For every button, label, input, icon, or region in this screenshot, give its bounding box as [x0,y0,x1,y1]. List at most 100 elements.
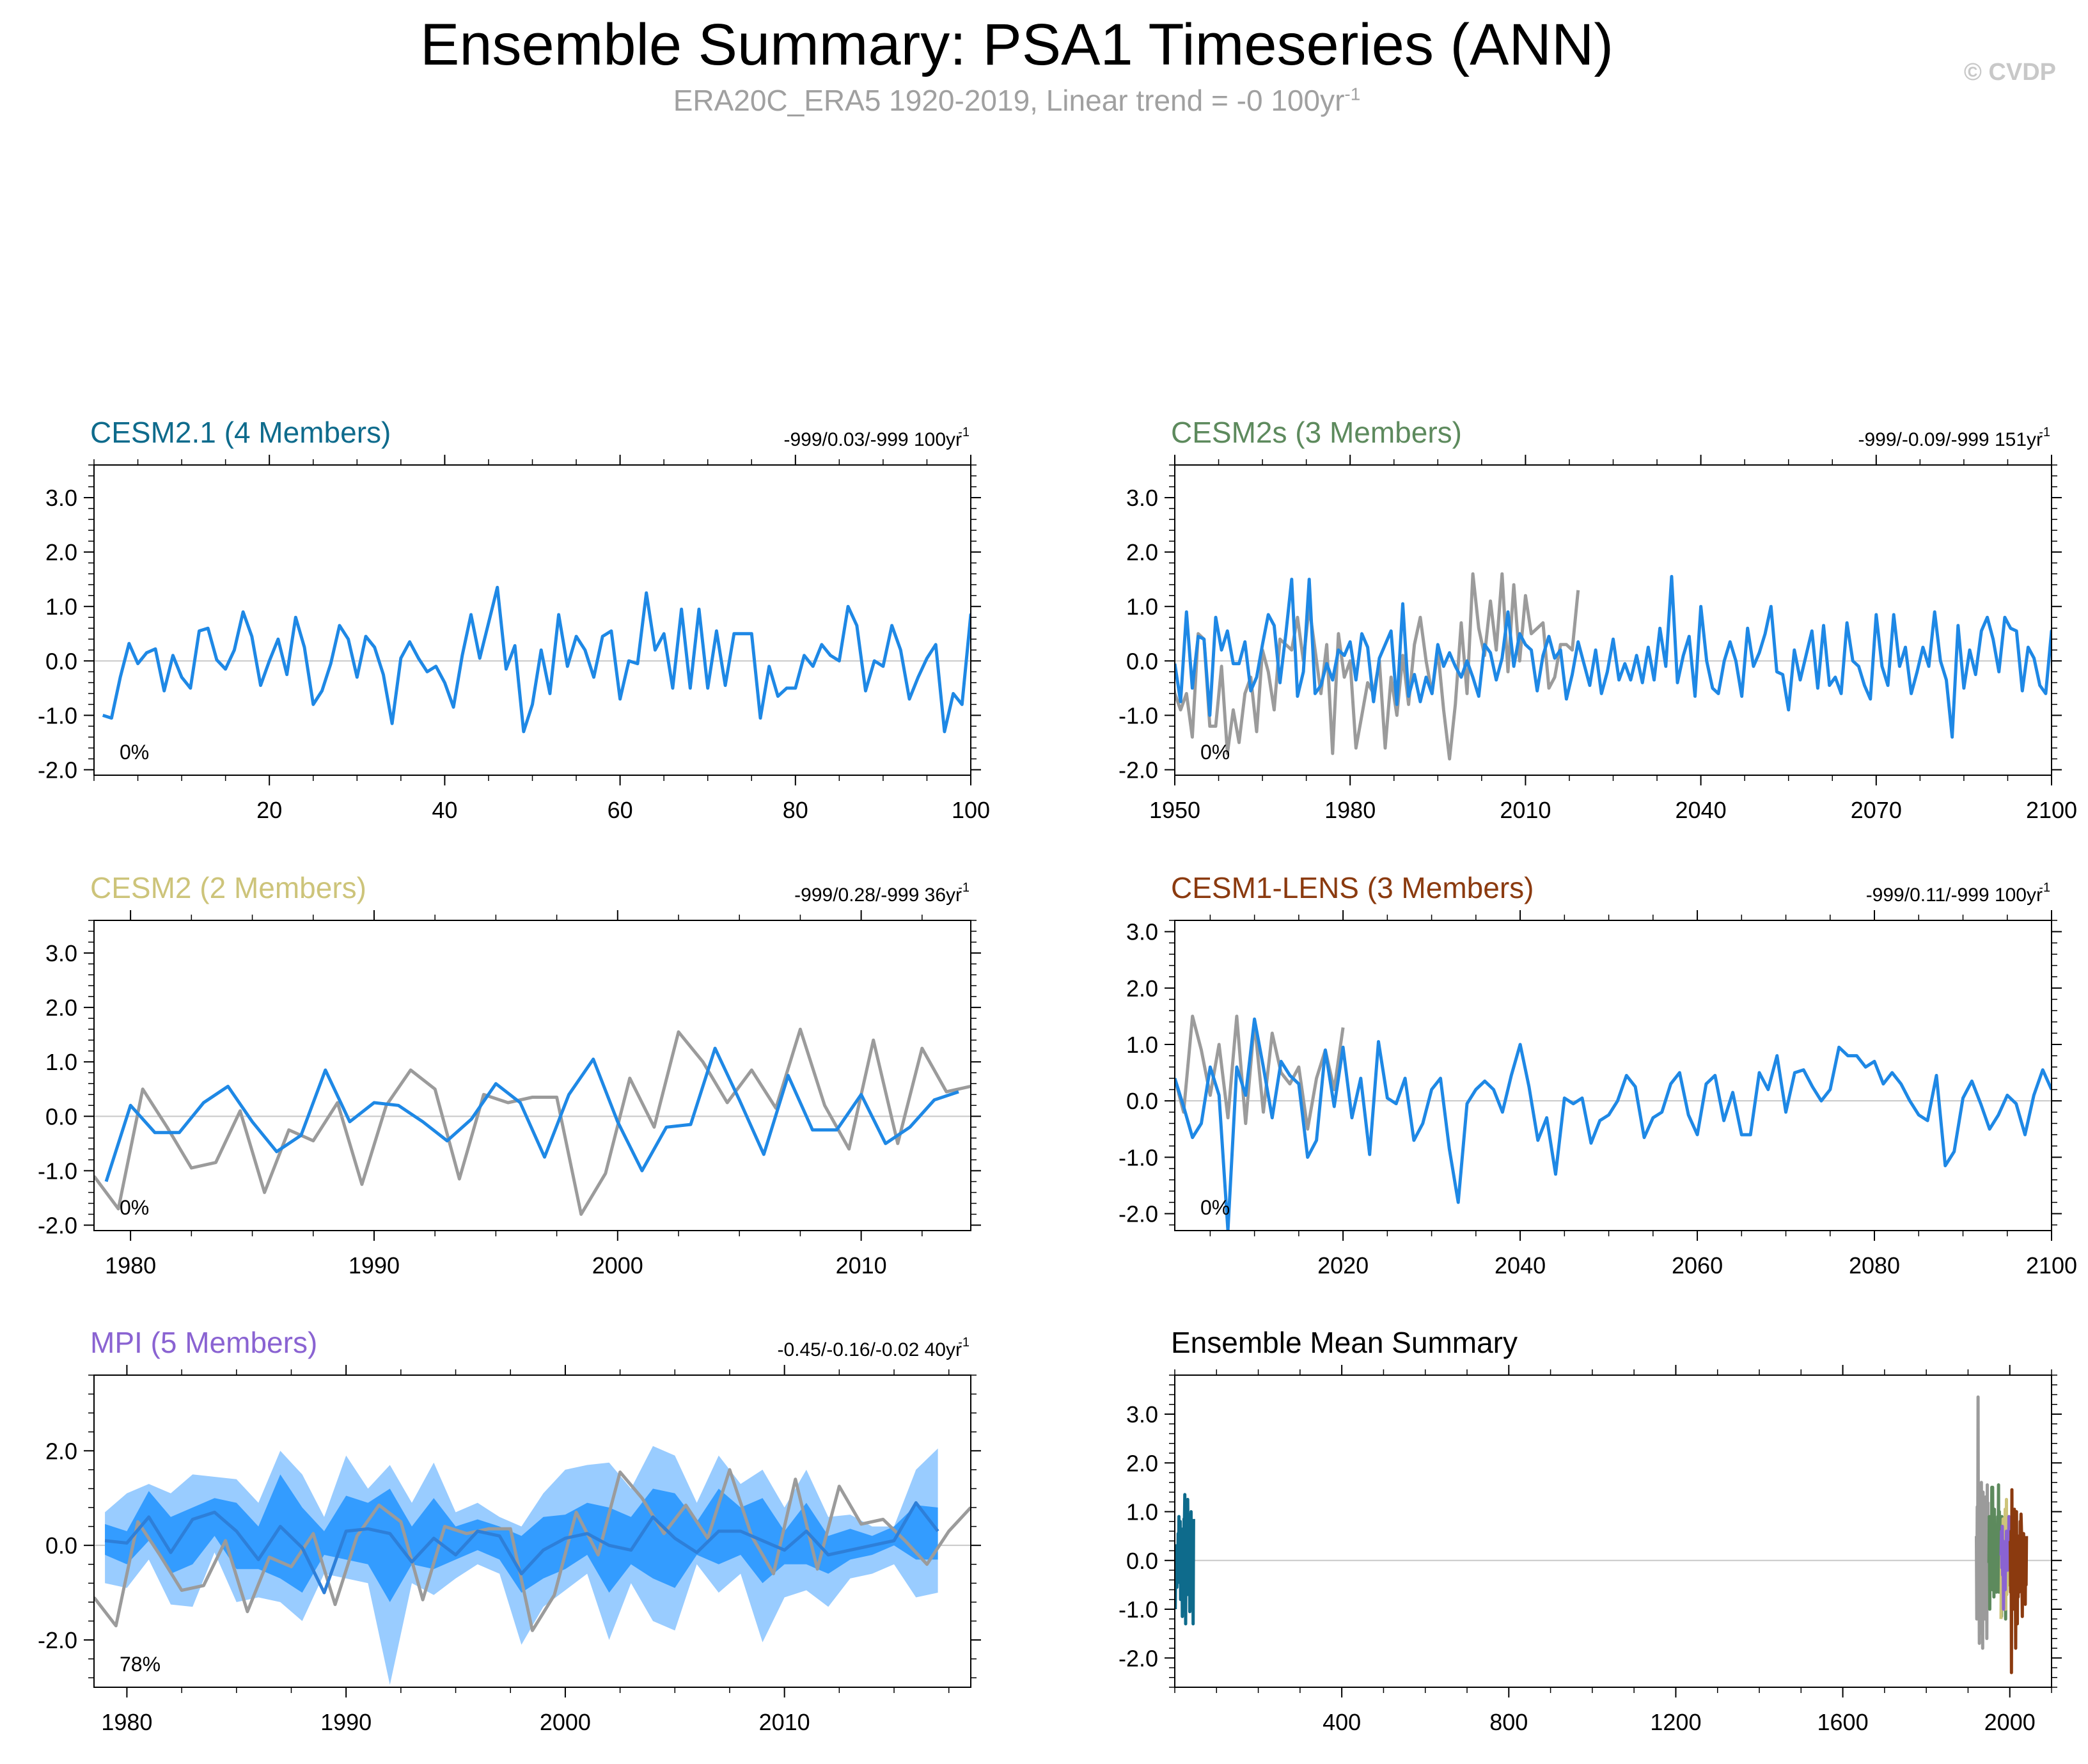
series-line-cesm1-lens [1175,1017,2052,1231]
x-tick-label: 800 [1489,1709,1528,1735]
plot-area [1175,1014,2052,1231]
series-line-cesm2 [104,1046,959,1183]
percent-label: 0% [1200,1196,1230,1219]
plot-frame [93,920,971,1231]
panel-cesm2: CESM2 (2 Members) -999/0.28/-999 36yr-1 -2… [38,871,981,1279]
x-tick-label: 2070 [1851,797,1902,823]
y-tick-label: 2.0 [1126,539,1158,565]
x-tick-label: 2000 [540,1709,591,1735]
x-tick-label: 2000 [592,1252,643,1279]
y-tick-label: 2.0 [45,539,77,565]
y-tick-label: 1.0 [45,594,77,620]
panel-title: CESM2s (3 Members) [1171,416,1462,449]
y-tick-label: 0.0 [1126,648,1158,674]
series-line-ensemble-mean [102,585,971,734]
y-tick-label: 3.0 [1126,919,1158,945]
plot-area [1175,572,2052,760]
x-tick-label: 2010 [836,1252,887,1279]
series-line-ensemble-mean [104,1501,939,1595]
x-tick-label: 2060 [1672,1252,1723,1279]
plot-frame [1174,920,2052,1231]
series-line-cesm1-lens [2008,1488,2029,1674]
percent-label: 0% [120,1196,149,1219]
percent-label: 0% [120,741,149,764]
page-title: Ensemble Summary: PSA1 Timeseries (ANN) [420,12,1614,77]
x-tick-label: 1950 [1149,797,1200,823]
panel-title: Ensemble Mean Summary [1171,1326,1518,1359]
x-tick-label: 1980 [105,1252,156,1279]
x-tick-label: 100 [952,797,990,823]
panel-mpi: MPI (5 Members) -0.45/-0.16/-0.02 40yr-1 -… [38,1326,981,1735]
x-tick-label: 60 [608,797,633,823]
y-tick-label: -1.0 [38,1158,77,1184]
x-tick-label: 2040 [1676,797,1727,823]
y-tick-label: 1.0 [45,1049,77,1075]
panel-stats: -999/0.11/-999 100yr [1866,885,2043,906]
y-tick-label: -1.0 [1119,702,1158,728]
series-line-cesm2s [1175,574,2052,739]
y-tick-label: 0.0 [1126,1548,1158,1574]
x-tick-label: 2100 [2026,1252,2077,1279]
plot-area [1175,1395,2052,1674]
y-tick-label: -2.0 [38,1212,77,1238]
y-tick-label: -2.0 [1119,757,1158,783]
series-line-mpi [1999,1515,2011,1611]
percent-label: 78% [120,1653,161,1676]
subtitle-exponent: -1 [1344,84,1361,104]
y-tick-label: 2.0 [1126,975,1158,1002]
series-line-observations [1975,1395,1990,1650]
panel-title: CESM2 (2 Members) [90,871,366,904]
panel-stats-exponent: -1 [2039,425,2050,439]
x-tick-label: 1980 [101,1709,152,1735]
y-tick-label: -2.0 [38,757,77,783]
panel-title: CESM1-LENS (3 Members) [1171,871,1534,904]
plot-area [94,1027,971,1216]
x-tick-label: 40 [432,797,457,823]
y-tick-label: -1.0 [1119,1596,1158,1623]
y-tick-label: 1.0 [1126,1032,1158,1058]
series-line-observations [1175,1014,1345,1131]
y-tick-label: 2.0 [45,1438,77,1464]
x-tick-label: 20 [256,797,282,823]
panel-stats-exponent: -1 [2039,881,2050,895]
y-tick-label: 2.0 [1126,1450,1158,1476]
x-tick-label: 2010 [759,1709,810,1735]
panel-stats: -999/0.28/-999 36yr [794,885,962,906]
y-tick-label: 0.0 [45,1103,77,1130]
y-tick-label: -1.0 [1119,1144,1158,1170]
y-tick-label: 0.0 [1126,1088,1158,1114]
x-tick-label: 2000 [1984,1709,2036,1735]
x-tick-label: 2020 [1317,1252,1369,1279]
panel-stats-exponent: -1 [958,425,969,439]
series-line-observations [94,1468,971,1632]
x-tick-label: 2080 [1849,1252,1900,1279]
plot-frame [93,464,971,776]
plot-frame [1174,1374,2052,1688]
plot-area [94,1445,971,1685]
page-subtitle: ERA20C_ERA5 1920-2019, Linear trend = -0… [0,83,2034,118]
panel-stats-exponent: -1 [958,1335,969,1350]
panel-stats: -0.45/-0.16/-0.02 40yr [777,1339,962,1360]
x-tick-label: 2010 [1500,797,1551,823]
panel-title: MPI (5 Members) [90,1326,317,1359]
panel-stats: -999/0.03/-999 100yr [783,429,962,450]
x-tick-label: 1990 [320,1709,372,1735]
x-tick-label: 2040 [1495,1252,1546,1279]
y-tick-label: 2.0 [45,995,77,1021]
panel-ens-mean-summary: Ensemble Mean Summary -2.0 -1.0 0.0 1.0 2.0 3.… [1119,1326,2062,1735]
plot-area [94,585,971,734]
plot-frame [93,1374,971,1688]
x-tick-label: 1200 [1650,1709,1701,1735]
y-tick-label: 1.0 [1126,1499,1158,1525]
panel-cesm21: CESM2.1 (4 Members) -999/0.03/-999 100yr-… [38,416,990,823]
panel-cesm1lens: CESM1-LENS (3 Members) -999/0.11/-999 100… [1119,871,2077,1279]
series-line-observations [1175,572,1580,760]
x-tick-label: 1600 [1817,1709,1869,1735]
series-line-observations [94,1027,971,1216]
y-tick-label: -2.0 [1119,1201,1158,1227]
y-tick-label: -2.0 [38,1627,77,1653]
x-tick-label: 1980 [1324,797,1376,823]
x-tick-label: 400 [1323,1709,1361,1735]
y-tick-label: -2.0 [1119,1645,1158,1671]
